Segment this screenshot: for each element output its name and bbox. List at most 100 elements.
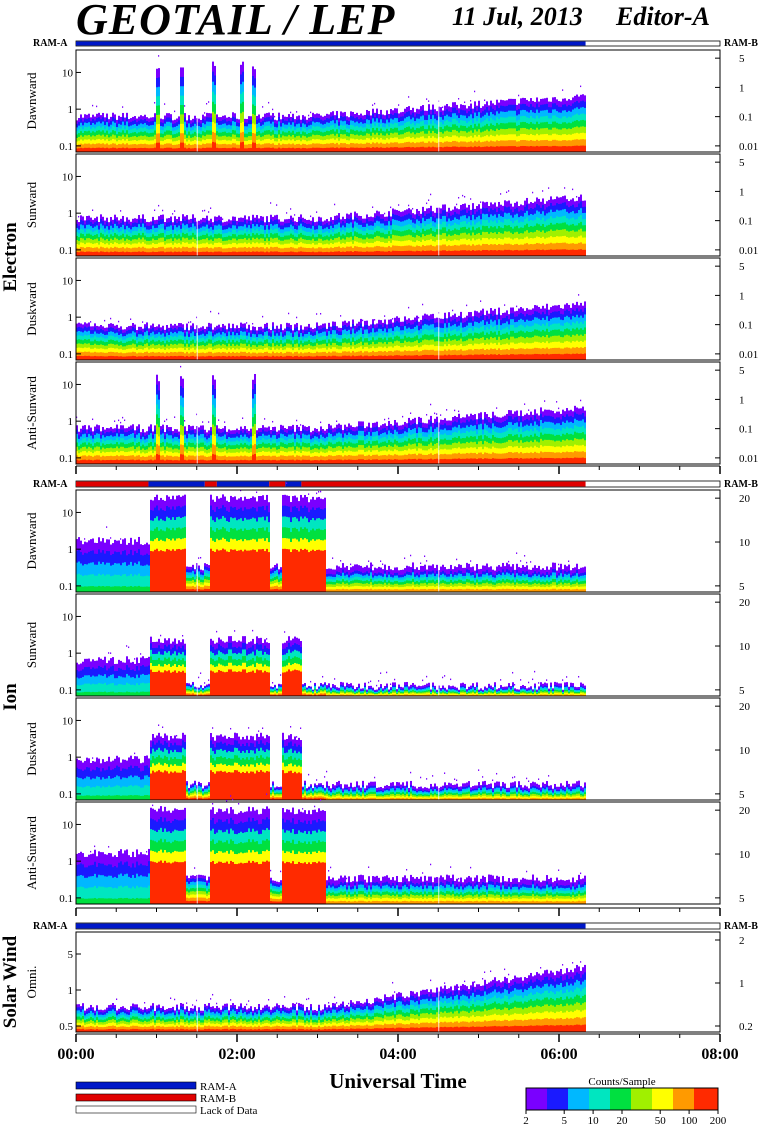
spectrogram-cell (498, 141, 500, 148)
spectrogram-cell (470, 245, 472, 252)
spectrogram-cell (454, 124, 456, 131)
spectrogram-cell (164, 229, 166, 234)
spectrogram-cell (502, 222, 504, 229)
spectrogram-cell (160, 228, 162, 234)
spectrogram-cell (94, 347, 96, 353)
spectrogram-cell (302, 115, 304, 120)
spectrogram-cell (260, 140, 262, 146)
spectrogram-cell (122, 220, 124, 226)
spectrogram-cell (78, 144, 80, 149)
spectrogram-cell (308, 247, 310, 253)
spectrogram-cell (154, 240, 156, 245)
spectrogram-cell (350, 138, 352, 144)
spectrogram-cell (88, 343, 90, 348)
spectrogram-cell (154, 147, 156, 153)
spectrogram-cell (530, 220, 532, 227)
spectrogram-cell (462, 141, 464, 148)
spectrogram-cell (568, 213, 570, 220)
spectrogram-cell (540, 219, 542, 227)
spectrogram-cell (94, 128, 96, 133)
spectrogram-cell (308, 133, 310, 138)
spectrogram-cell (526, 128, 528, 136)
spectrogram-cell (542, 224, 544, 231)
spectrogram-cell (360, 247, 362, 253)
spectrogram-cell (412, 232, 414, 238)
spectrogram-cell (140, 222, 142, 228)
spectrogram-cell (394, 209, 396, 216)
spectrogram-cell (510, 226, 512, 234)
spectrogram-cell (406, 122, 408, 128)
spectrogram-cell (112, 121, 114, 127)
spectrogram-cell (356, 147, 358, 153)
spectrogram-cell (470, 250, 472, 257)
spectrogram-cell (216, 247, 218, 253)
spectrogram-cell (470, 108, 472, 115)
spectrogram-cell (170, 242, 172, 248)
spectrogram-cell (80, 228, 82, 234)
spectrogram-cell (186, 224, 188, 230)
spectrogram-cell (242, 81, 244, 93)
spectrogram-cell (96, 216, 98, 222)
spectrogram-cell (136, 148, 138, 153)
spectrogram-cell (244, 133, 246, 138)
spectrogram-cell (96, 143, 98, 149)
spectrogram-cell (274, 215, 276, 221)
spectrogram-cell (532, 202, 534, 210)
spectrogram-cell (222, 119, 224, 125)
spectrogram-cell (296, 148, 298, 153)
spectrogram-cell (160, 144, 162, 149)
spectrogram-cell (498, 237, 500, 245)
spectrogram-cell (124, 225, 126, 230)
spectrogram-cell (494, 125, 496, 132)
spectrogram-cell (538, 118, 540, 125)
spectrogram-cell (106, 117, 108, 123)
spectrogram-cell (198, 140, 200, 146)
spectrogram-cell (452, 113, 454, 120)
spectrogram-cell (544, 209, 546, 216)
spectrogram-cell (184, 139, 186, 144)
spectrogram-cell (148, 233, 150, 238)
spectrogram-cell (414, 218, 416, 225)
spectrogram-cell (460, 216, 462, 223)
spectrogram-cell (572, 230, 574, 238)
spectrogram-cell (138, 233, 140, 239)
spectrogram-cell (280, 141, 282, 146)
spectrogram-cell (198, 244, 200, 249)
spectrogram-cell (198, 248, 200, 253)
spectrogram-cell (462, 221, 464, 228)
spectrogram-cell (308, 136, 310, 142)
spectrogram-cell (326, 143, 328, 149)
spectrogram-cell (404, 240, 406, 247)
spectrogram-cell (110, 140, 112, 145)
spectrogram-cell (96, 122, 98, 128)
spectrogram-cell (344, 138, 346, 144)
spectrogram-cell (272, 121, 274, 127)
spectrogram-cell (506, 237, 508, 245)
spectrogram-cell (394, 219, 396, 226)
spectrogram-cell (366, 142, 368, 148)
spectrogram-cell (92, 227, 94, 233)
spectrogram-cell (218, 242, 220, 248)
spectrogram-cell (504, 206, 506, 214)
spectrogram-cell (376, 230, 378, 237)
spectrogram-cell (472, 214, 474, 222)
spectrogram-cell (394, 240, 396, 247)
spectrogram-cell (394, 142, 396, 148)
spectrogram-cell (514, 122, 516, 129)
spectrogram-cell (78, 148, 80, 153)
spectrogram-cell (238, 144, 240, 149)
spectrogram-cell (534, 146, 536, 153)
spectrogram-cell (432, 226, 434, 232)
spectrogram-cell (194, 243, 196, 249)
spectrogram-cell (480, 112, 482, 119)
spectrogram-cell (122, 329, 124, 334)
spectrogram-cell (324, 143, 326, 149)
spectrogram-cell (156, 251, 158, 257)
spectrogram-cell (410, 209, 412, 216)
spectrogram-cell (310, 144, 312, 149)
spectrogram-cell (234, 225, 236, 231)
spectrogram-cell (306, 141, 308, 146)
spectrogram-cell (90, 348, 92, 354)
spectrogram-cell (292, 139, 294, 145)
spectrogram-cell (300, 214, 302, 220)
